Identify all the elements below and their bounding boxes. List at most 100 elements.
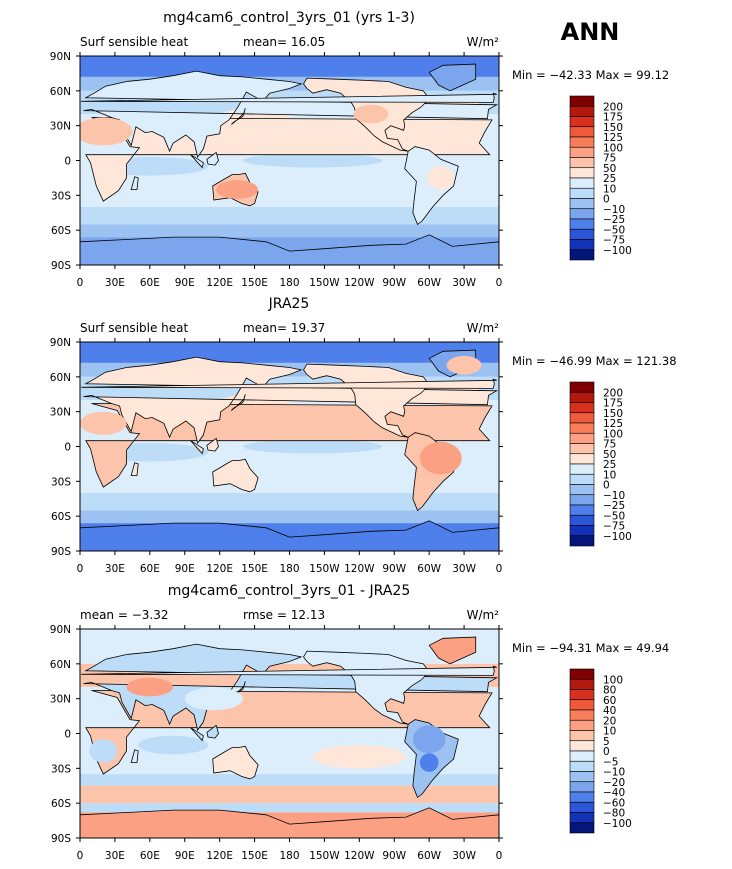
x-tick-label: 150W <box>309 850 340 862</box>
continent <box>190 727 204 742</box>
colorbar-label: 200 <box>603 101 623 113</box>
panel-title: mg4cam6_control_3yrs_01 - JRA25 <box>168 583 410 599</box>
x-tick-label: 60E <box>140 563 160 575</box>
colorbar-box <box>569 689 595 701</box>
panel-center-text: rmse = 12.13 <box>243 608 325 622</box>
colorbar-box <box>569 678 595 690</box>
map-field <box>80 629 499 838</box>
colorbar-label: 40 <box>603 705 616 717</box>
continent <box>428 63 477 92</box>
colorbar-label: −40 <box>603 787 625 799</box>
field-band <box>80 774 499 786</box>
y-tick-label: 60N <box>50 659 71 671</box>
colorbar-box <box>569 453 595 465</box>
colorbar-label: −100 <box>603 531 632 543</box>
colorbar-box <box>569 750 595 762</box>
colorbar-box <box>569 412 595 424</box>
colorbar-label: 100 <box>603 142 623 154</box>
colorbar-box <box>569 402 595 414</box>
y-tick-label: 30N <box>50 121 71 133</box>
colorbar-box <box>569 760 595 772</box>
colorbar-box <box>569 791 595 803</box>
x-tick-label: 60E <box>140 277 160 289</box>
colorbar-box <box>569 443 595 455</box>
colorbar-label: 0 <box>603 480 610 492</box>
colorbar-box <box>569 116 595 128</box>
panel-title: mg4cam6_control_3yrs_01 (yrs 1-3) <box>163 10 415 26</box>
x-tick-label: 90W <box>382 277 406 289</box>
panel-minmax: Min = −94.31 Max = 49.94 <box>512 641 669 655</box>
colorbar-box <box>569 95 595 107</box>
x-tick-label: 0 <box>77 277 84 289</box>
y-tick-label: 60S <box>51 798 71 810</box>
y-tick-label: 30S <box>51 476 71 488</box>
y-tick-label: 30S <box>51 763 71 775</box>
panel-minmax: Min = −42.33 Max = 99.12 <box>512 68 669 82</box>
colorbar-label: −25 <box>603 500 625 512</box>
panel-units: W/m² <box>467 321 500 335</box>
field-blob <box>138 735 209 755</box>
y-tick-label: 0 <box>64 156 71 168</box>
continent <box>83 70 499 158</box>
continent <box>212 745 259 780</box>
y-tick-label: 90N <box>50 51 71 63</box>
y-tick-label: 30N <box>50 407 71 419</box>
colorbar-box <box>569 208 595 220</box>
field-blob <box>80 117 133 146</box>
colorbar-label: 10 <box>603 183 616 195</box>
continent <box>81 378 497 389</box>
field-blob <box>242 439 383 454</box>
y-tick-label: 30S <box>51 190 71 202</box>
colorbar-box <box>569 494 595 506</box>
x-tick-label: 30W <box>452 563 476 575</box>
colorbar-label: 10 <box>603 469 616 481</box>
colorbar-box <box>569 157 595 169</box>
field-blob <box>89 739 118 763</box>
x-tick-label: 120E <box>206 563 233 575</box>
x-tick-label: 120W <box>344 277 375 289</box>
x-tick-label: 60E <box>140 850 160 862</box>
colorbar-label: −50 <box>603 510 625 522</box>
x-tick-label: 60W <box>417 277 441 289</box>
continent <box>130 749 139 763</box>
colorbar-label: 10 <box>603 726 616 738</box>
x-tick-label: 60W <box>417 850 441 862</box>
continent <box>190 154 204 169</box>
x-tick-label: 180 <box>279 850 299 862</box>
colorbar-box <box>569 218 595 230</box>
y-tick-label: 90N <box>50 624 71 636</box>
colorbar-label: 75 <box>603 439 616 451</box>
colorbar-label: 150 <box>603 408 623 420</box>
x-tick-label: 60W <box>417 563 441 575</box>
x-tick-label: 150W <box>309 277 340 289</box>
x-tick-label: 30E <box>105 277 125 289</box>
x-tick-label: 0 <box>496 563 503 575</box>
panel-3: mg4cam6_control_3yrs_01 - JRA25 mean = −3… <box>50 583 669 862</box>
field-blob <box>419 753 439 772</box>
continent <box>231 108 246 125</box>
x-tick-label: 150E <box>241 277 268 289</box>
colorbar-box <box>569 504 595 516</box>
panel-center-text: mean= 19.37 <box>243 321 325 335</box>
y-tick-label: 0 <box>64 442 71 454</box>
continent <box>80 234 499 265</box>
colorbar-label: −10 <box>603 204 625 216</box>
colorbar-box <box>569 740 595 752</box>
colorbar-label: 75 <box>603 153 616 165</box>
x-tick-label: 30W <box>452 277 476 289</box>
panel-center-text: mean= 16.05 <box>243 35 325 49</box>
field-blob <box>412 725 446 754</box>
colorbar-label: −25 <box>603 214 625 226</box>
continent <box>206 724 219 739</box>
panel-left-text: Surf sensible heat <box>80 35 189 49</box>
colorbar-box <box>569 432 595 444</box>
field-band <box>80 510 499 524</box>
colorbar-box <box>569 709 595 721</box>
colorbar-box <box>569 771 595 783</box>
colorbar-label: 150 <box>603 122 623 134</box>
continent <box>190 440 204 455</box>
colorbar-box <box>569 198 595 210</box>
colorbar-box <box>569 812 595 824</box>
field-band <box>80 224 499 238</box>
